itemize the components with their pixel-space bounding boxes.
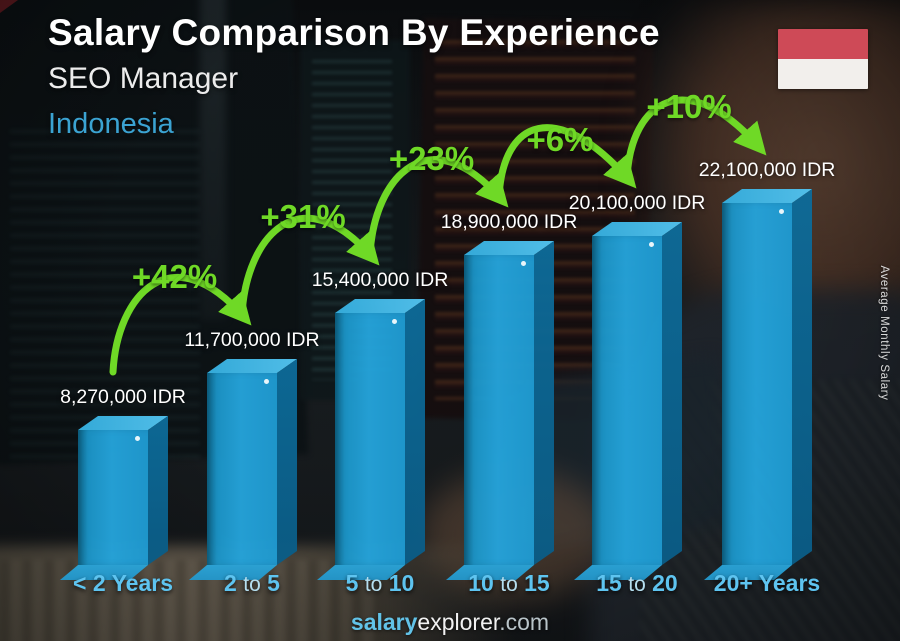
flag-white-stripe	[778, 59, 868, 89]
bar-front-face	[592, 236, 662, 565]
footer-brand: salaryexplorer.com	[0, 609, 900, 636]
bar-highlight-dot	[264, 379, 269, 384]
brand-domain-suffix: .com	[499, 609, 550, 635]
bar-front-face	[722, 203, 792, 565]
bar-highlight-dot	[392, 319, 397, 324]
bar	[704, 189, 812, 580]
y-axis-title: Average Monthly Salary	[878, 265, 890, 401]
bar-value-label: 11,700,000 IDR	[184, 329, 320, 351]
bar-side-face	[277, 359, 297, 565]
country-name: Indonesia	[48, 108, 174, 140]
bar-side-face	[148, 416, 168, 565]
brand-salary: salary	[350, 609, 418, 635]
flag-red-stripe	[778, 29, 868, 59]
x-axis-label-to: to	[500, 573, 518, 596]
bar	[60, 416, 168, 580]
header: Salary Comparison By Experience SEO Mana…	[48, 12, 660, 141]
x-axis-label-to: to	[364, 573, 383, 596]
growth-percent-label: +31%	[260, 198, 346, 235]
x-axis-label: 20+ Years	[713, 570, 821, 596]
bar-highlight-dot	[779, 209, 784, 214]
brand-explorer: explorer	[417, 609, 500, 635]
job-title: SEO Manager	[48, 62, 239, 95]
indonesia-flag-icon	[778, 29, 868, 89]
page-title: Salary Comparison By Experience	[48, 12, 660, 53]
bar-highlight-dot	[521, 261, 526, 266]
bar-side-face	[662, 222, 682, 565]
bar-front-face	[78, 430, 148, 565]
growth-percent-label: +23%	[388, 140, 475, 177]
growth-percent-label: +42%	[131, 258, 218, 295]
bar-side-face	[405, 299, 425, 565]
bar-value-label: 22,100,000 IDR	[698, 159, 836, 181]
bar-front-face	[464, 255, 534, 565]
bar-value-label: 8,270,000 IDR	[60, 386, 186, 408]
bar	[574, 222, 682, 580]
bar-side-face	[792, 189, 812, 565]
x-axis-label-to: to	[628, 573, 646, 596]
bar-side-face	[534, 241, 554, 565]
bar-value-label: 15,400,000 IDR	[311, 269, 449, 291]
bar-highlight-dot	[649, 242, 654, 247]
x-axis-label-to: to	[243, 573, 261, 596]
bar-value-label: 20,100,000 IDR	[568, 192, 706, 214]
bar-highlight-dot	[135, 436, 140, 441]
